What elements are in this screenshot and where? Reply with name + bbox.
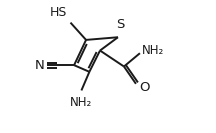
Text: N: N <box>35 59 45 72</box>
Text: O: O <box>139 81 150 94</box>
Text: S: S <box>116 18 124 31</box>
Text: HS: HS <box>50 6 67 19</box>
Text: NH₂: NH₂ <box>142 44 164 57</box>
Text: NH₂: NH₂ <box>70 96 92 109</box>
